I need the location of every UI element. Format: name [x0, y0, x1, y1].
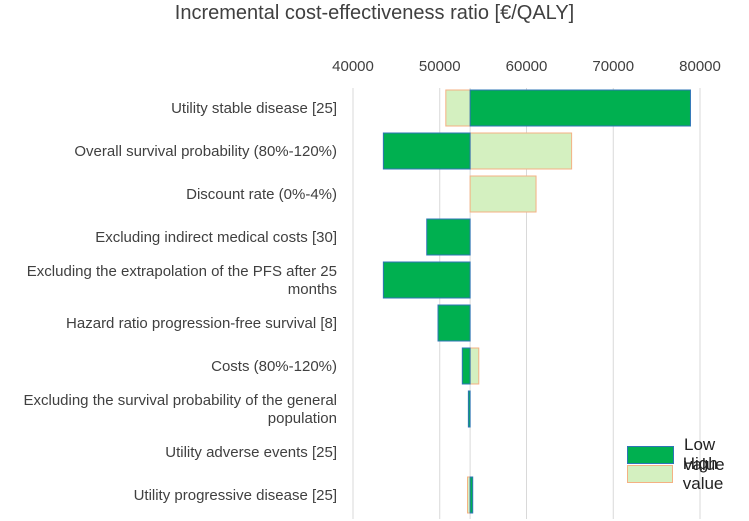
bar-high [469, 175, 537, 213]
bar-high [445, 89, 471, 127]
category-label: Utility progressive disease [25] [134, 487, 337, 504]
legend-high-label: High value [682, 454, 724, 493]
x-tick-label: 50000 [419, 58, 461, 75]
category-label: Overall survival probability (80%-120%) [74, 143, 337, 160]
category-label: Excluding the extrapolation of the PFS a… [27, 263, 337, 298]
x-tick-label: 70000 [592, 58, 634, 75]
legend-low-swatch [627, 446, 674, 464]
bar-low [467, 390, 471, 428]
bar-low [437, 304, 471, 342]
bar-low [426, 218, 471, 256]
x-tick-label: 60000 [506, 58, 548, 75]
legend-high-swatch [627, 465, 673, 483]
bar-low [469, 89, 691, 127]
bar-low [382, 132, 471, 170]
category-label: Discount rate (0%-4%) [186, 186, 337, 203]
legend-low: Low value [627, 435, 749, 475]
category-label: Hazard ratio progression-free survival [… [66, 315, 337, 332]
x-tick-label: 40000 [332, 58, 374, 75]
category-label: Utility adverse events [25] [165, 444, 337, 461]
category-label: Costs (80%-120%) [211, 358, 337, 375]
category-label: Excluding indirect medical costs [30] [95, 229, 337, 246]
bar-low [461, 347, 471, 385]
legend-high: High value [627, 454, 749, 494]
legend-low-label: Low value [684, 435, 725, 474]
x-tick-label: 80000 [679, 58, 721, 75]
bar-low [469, 476, 474, 514]
bar-low [382, 261, 471, 299]
category-label: Excluding the survival probability of th… [23, 392, 337, 427]
category-label: Utility stable disease [25] [171, 100, 337, 117]
bar-high [469, 132, 573, 170]
chart-title: Incremental cost-effectiveness ratio [€/… [174, 2, 575, 24]
bar-high [469, 347, 480, 385]
